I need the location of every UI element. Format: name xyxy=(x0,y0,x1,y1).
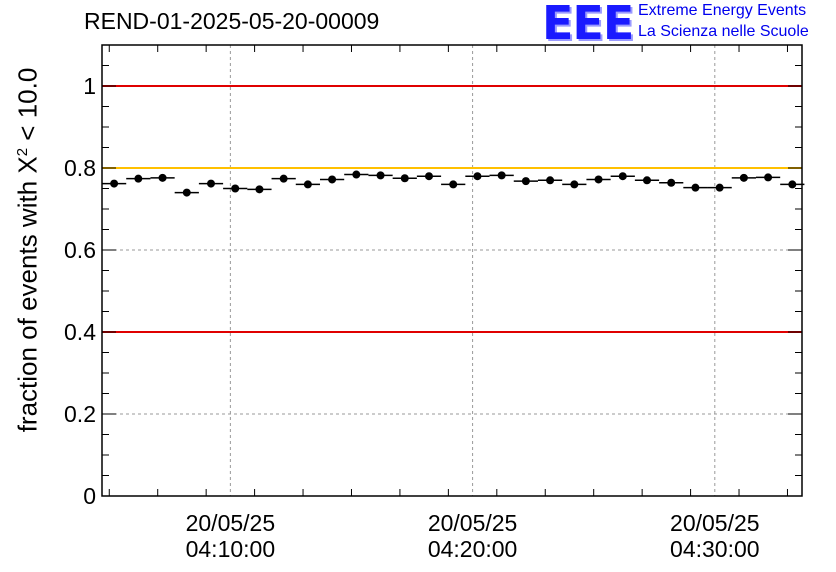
data-point xyxy=(231,184,240,193)
data-point xyxy=(255,185,264,194)
y-tick-label: 0.6 xyxy=(64,237,96,263)
data-point xyxy=(400,174,409,183)
logo-tagline-2: La Scienza nelle Scuole xyxy=(638,23,809,40)
data-series xyxy=(102,170,805,197)
data-point xyxy=(424,172,433,181)
plot-area-border xyxy=(101,44,803,497)
data-point xyxy=(449,180,458,189)
x-tick-label-time: 04:20:00 xyxy=(428,536,518,562)
data-point xyxy=(739,173,748,182)
data-point xyxy=(328,175,337,184)
data-point xyxy=(570,180,579,189)
data-point xyxy=(667,178,676,187)
data-point xyxy=(352,170,361,179)
data-point xyxy=(618,172,627,181)
data-point xyxy=(715,183,724,192)
y-tick-label: 0.8 xyxy=(64,155,96,181)
x-tick-label-date: 20/05/25 xyxy=(428,510,518,536)
data-point xyxy=(279,174,288,183)
data-point xyxy=(546,176,555,185)
data-point xyxy=(642,176,651,185)
data-point xyxy=(158,173,167,182)
data-point xyxy=(521,177,530,186)
y-tick-label: 0.4 xyxy=(64,319,96,345)
y-tick-label: 0.2 xyxy=(64,401,96,427)
data-point xyxy=(134,174,143,183)
y-axis-label-exponent: 2 xyxy=(13,147,31,157)
data-point xyxy=(303,180,312,189)
grid-layer xyxy=(102,45,802,496)
data-point xyxy=(594,175,603,184)
axis-tick-labels: 00.20.40.60.8120/05/2504:10:0020/05/2504… xyxy=(64,73,760,562)
data-point xyxy=(182,188,191,197)
y-tick-label: 0 xyxy=(83,483,96,509)
y-axis-label-symbol: X xyxy=(12,156,43,174)
data-point xyxy=(206,179,215,188)
axis-ticks xyxy=(102,44,802,497)
y-axis-label: fraction of events with X2 < 10.0 xyxy=(13,68,44,433)
x-tick-label-time: 04:10:00 xyxy=(186,536,276,562)
data-point xyxy=(110,179,119,188)
y-axis-label-prefix: fraction of events with xyxy=(12,173,43,433)
data-point xyxy=(497,171,506,180)
eee-logo-mark: EEE xyxy=(542,0,634,50)
logo-tagline-1: Extreme Energy Events xyxy=(638,2,807,19)
data-point xyxy=(376,171,385,180)
y-tick-label: 1 xyxy=(83,73,96,99)
x-tick-label-date: 20/05/25 xyxy=(186,510,276,536)
data-point xyxy=(691,183,700,192)
data-point xyxy=(788,180,797,189)
data-point xyxy=(764,173,773,182)
data-point xyxy=(473,172,482,181)
plot-frame xyxy=(101,44,803,497)
x-tick-label-date: 20/05/25 xyxy=(670,510,760,536)
reference-lines xyxy=(102,85,802,333)
y-axis-label-suffix: < 10.0 xyxy=(12,67,43,148)
chart-title: REND-01-2025-05-20-00009 xyxy=(84,8,380,34)
x-tick-label-time: 04:30:00 xyxy=(670,536,760,562)
